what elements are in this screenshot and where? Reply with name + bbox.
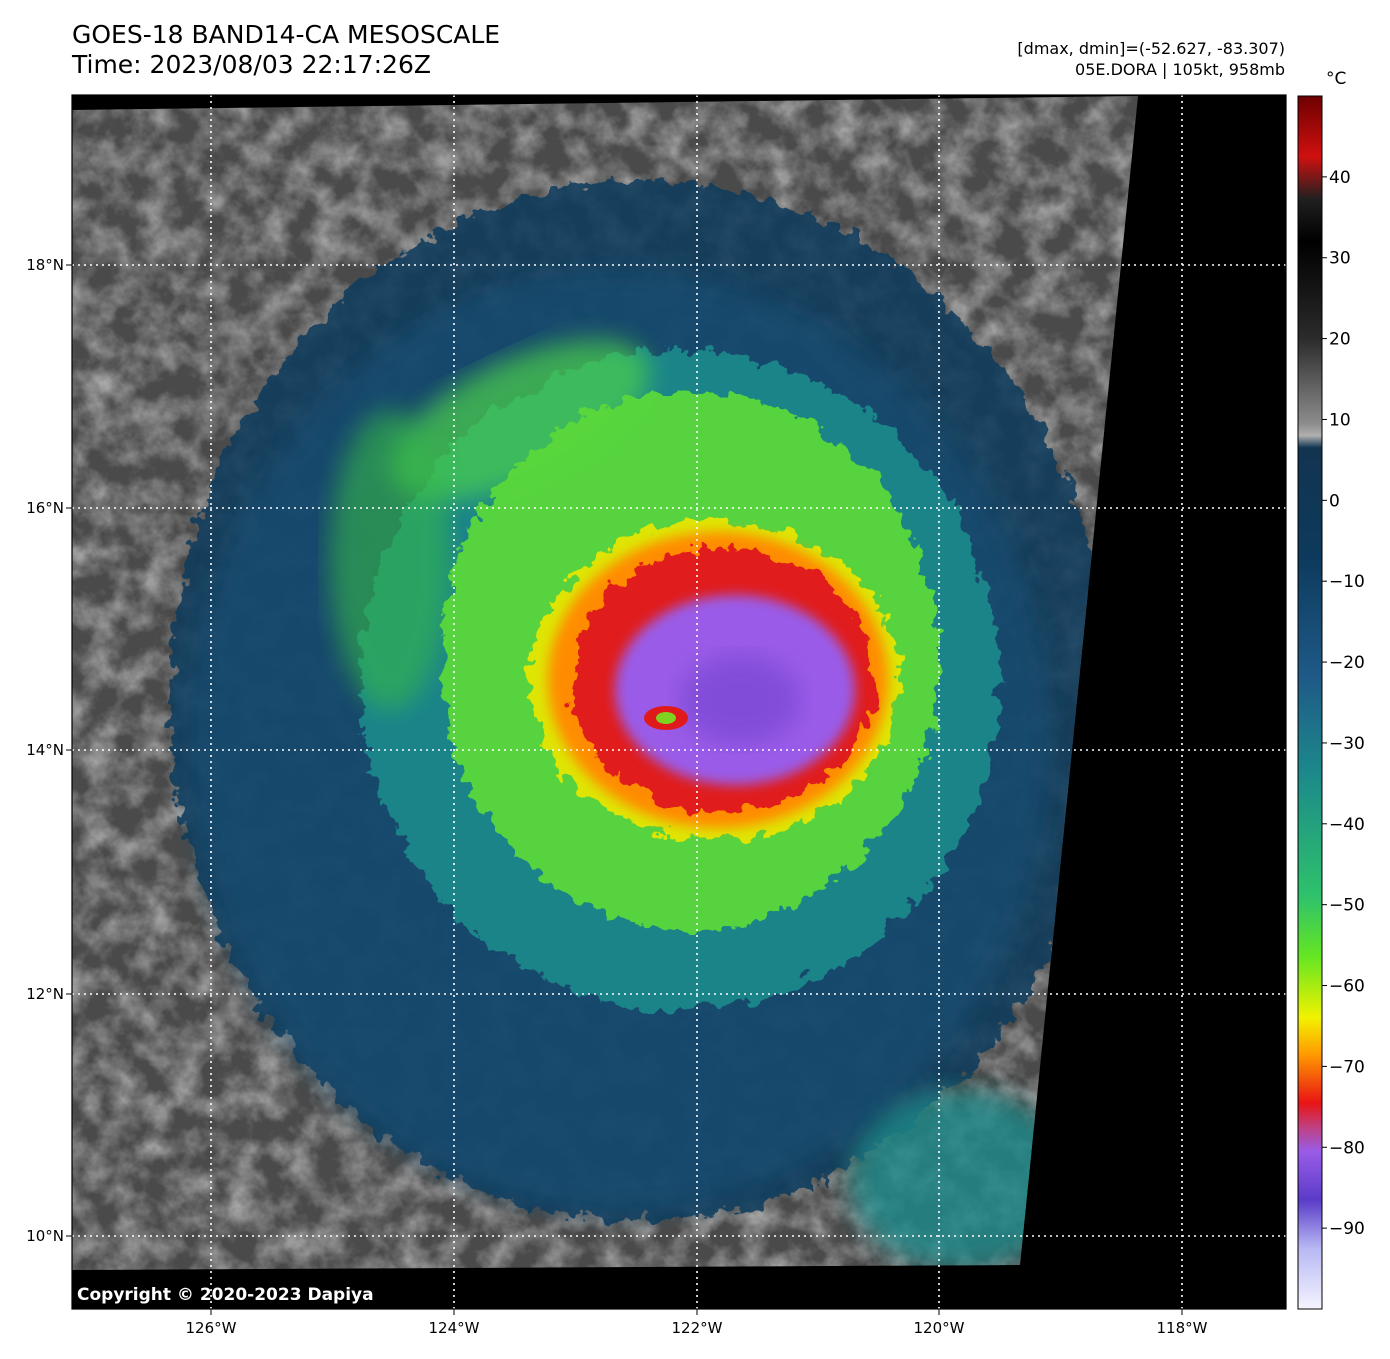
lon-axis: 126°W 124°W 122°W 120°W 118°W — [186, 1309, 1208, 1337]
lon-label-126w: 126°W — [186, 1319, 237, 1337]
dmax-dmin-text: [dmax, dmin]=(-52.627, -83.307) — [1017, 39, 1285, 58]
colorbar-tick-label: −10 — [1329, 572, 1365, 592]
colorbar-tick-label: −20 — [1329, 653, 1365, 673]
colorbar-tick-label: −60 — [1329, 977, 1365, 997]
colorbar-tick-label: −80 — [1329, 1138, 1365, 1158]
copyright-text: Copyright © 2020-2023 Dapiya — [77, 1285, 374, 1305]
colorbar-tick-label: −30 — [1329, 734, 1365, 754]
colorbar-tick-label: 0 — [1329, 491, 1340, 511]
colorbar-tick-label: −50 — [1329, 896, 1365, 916]
lat-label-18n: 18°N — [26, 256, 64, 274]
lon-label-124w: 124°W — [429, 1319, 480, 1337]
lat-label-12n: 12°N — [26, 985, 64, 1003]
gridlines — [72, 95, 1286, 1309]
lat-label-14n: 14°N — [26, 741, 64, 759]
lat-label-10n: 10°N — [26, 1227, 64, 1245]
storm-info-text: 05E.DORA | 105kt, 958mb — [1075, 60, 1285, 79]
chart-title: GOES-18 BAND14-CA MESOSCALE Time: 2023/08… — [72, 20, 500, 80]
title-line-product: GOES-18 BAND14-CA MESOSCALE — [72, 20, 501, 49]
satellite-imagery — [72, 96, 1138, 1270]
title-line-time: Time: 2023/08/03 22:17:26Z — [72, 50, 431, 79]
lat-axis: 18°N 16°N 14°N 12°N 10°N — [26, 256, 72, 1245]
lon-label-118w: 118°W — [1157, 1319, 1208, 1337]
colorbar-tick-label: 40 — [1329, 168, 1351, 188]
colorbar-tick-label: −40 — [1329, 815, 1365, 835]
colorbar-ticks: 40 30 20 10 0 −10 −20 −30 −40 −50 −60 −70 −80 −90 — [1322, 168, 1365, 1239]
colorbar-tick-label: 20 — [1329, 330, 1351, 350]
colorbar-tick-label: 30 — [1329, 249, 1351, 269]
lat-label-16n: 16°N — [26, 499, 64, 517]
colorbar-tick-label: −90 — [1329, 1219, 1365, 1239]
colorbar-gradient — [1297, 95, 1323, 1310]
colorbar-tick-label: −70 — [1329, 1057, 1365, 1077]
storm-meta: [dmax, dmin]=(-52.627, -83.307) 05E.DORA… — [1017, 38, 1285, 80]
colorbar-tick-label: 10 — [1329, 410, 1351, 430]
colorbar: °C 40 30 20 10 0 −10 −20 −30 −40 −50 −60 −70 −80 −90 — [1297, 69, 1365, 1310]
lon-label-120w: 120°W — [914, 1319, 965, 1337]
colorbar-unit: °C — [1326, 69, 1346, 89]
lon-label-122w: 122°W — [672, 1319, 723, 1337]
